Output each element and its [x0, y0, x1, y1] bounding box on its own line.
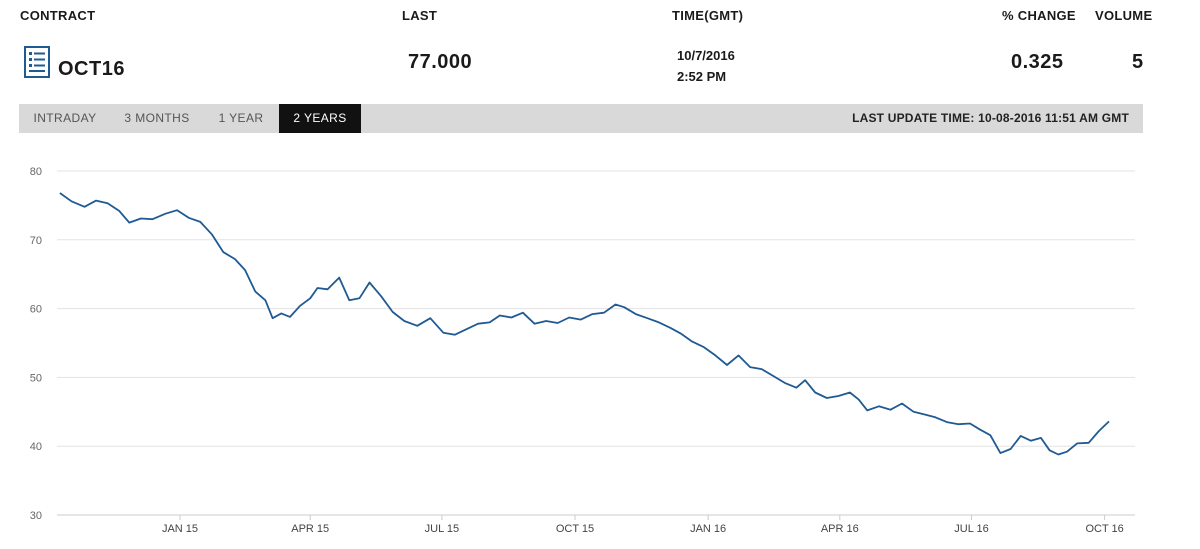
- x-tick-label: JAN 16: [690, 523, 726, 535]
- percent-change-value: 0.325: [1011, 51, 1064, 73]
- tab-intraday[interactable]: INTRADAY: [33, 111, 97, 125]
- x-tick-label: APR 16: [821, 523, 859, 535]
- y-tick-label: 30: [30, 510, 42, 522]
- tab-2-years[interactable]: 2 YEARS: [279, 104, 361, 133]
- volume-value: 5: [1132, 51, 1144, 73]
- y-tick-label: 70: [30, 235, 42, 247]
- percent-change-header: % CHANGE: [1002, 8, 1076, 23]
- y-tick-label: 60: [30, 304, 42, 316]
- tab-3-months[interactable]: 3 MONTHS: [124, 111, 190, 125]
- y-tick-label: 50: [30, 372, 42, 384]
- x-tick-label: APR 15: [291, 523, 329, 535]
- x-tick-label: OCT 16: [1085, 523, 1123, 535]
- price-chart: 30 40 50 60 70 80 JAN 15 APR 15 JUL 15 OCT 15 JAN…: [30, 166, 1135, 535]
- contract-header: CONTRACT: [20, 8, 96, 23]
- trade-time: 2:52 PM: [677, 69, 727, 84]
- x-tick-label: JUL 16: [954, 523, 988, 535]
- range-tab-bar: INTRADAY 3 MONTHS 1 YEAR 2 YEARS LAST UP…: [19, 104, 1143, 133]
- volume-header: VOLUME: [1095, 8, 1153, 23]
- time-header: TIME(GMT): [672, 8, 744, 23]
- y-tick-label: 80: [30, 166, 42, 178]
- document-list-icon: [24, 46, 50, 78]
- tab-1-year[interactable]: 1 YEAR: [218, 111, 264, 125]
- contract-name: OCT16: [58, 58, 125, 80]
- y-tick-label: 40: [30, 441, 42, 453]
- x-tick-label: JUL 15: [425, 523, 459, 535]
- last-header: LAST: [402, 8, 438, 23]
- last-price: 77.000: [408, 51, 473, 73]
- price-series-line: [59, 192, 1110, 456]
- trade-date: 10/7/2016: [677, 48, 735, 63]
- last-update-time: LAST UPDATE TIME: 10-08-2016 11:51 AM GM…: [852, 111, 1129, 125]
- x-tick-label: JAN 15: [162, 523, 198, 535]
- x-tick-label: OCT 15: [556, 523, 594, 535]
